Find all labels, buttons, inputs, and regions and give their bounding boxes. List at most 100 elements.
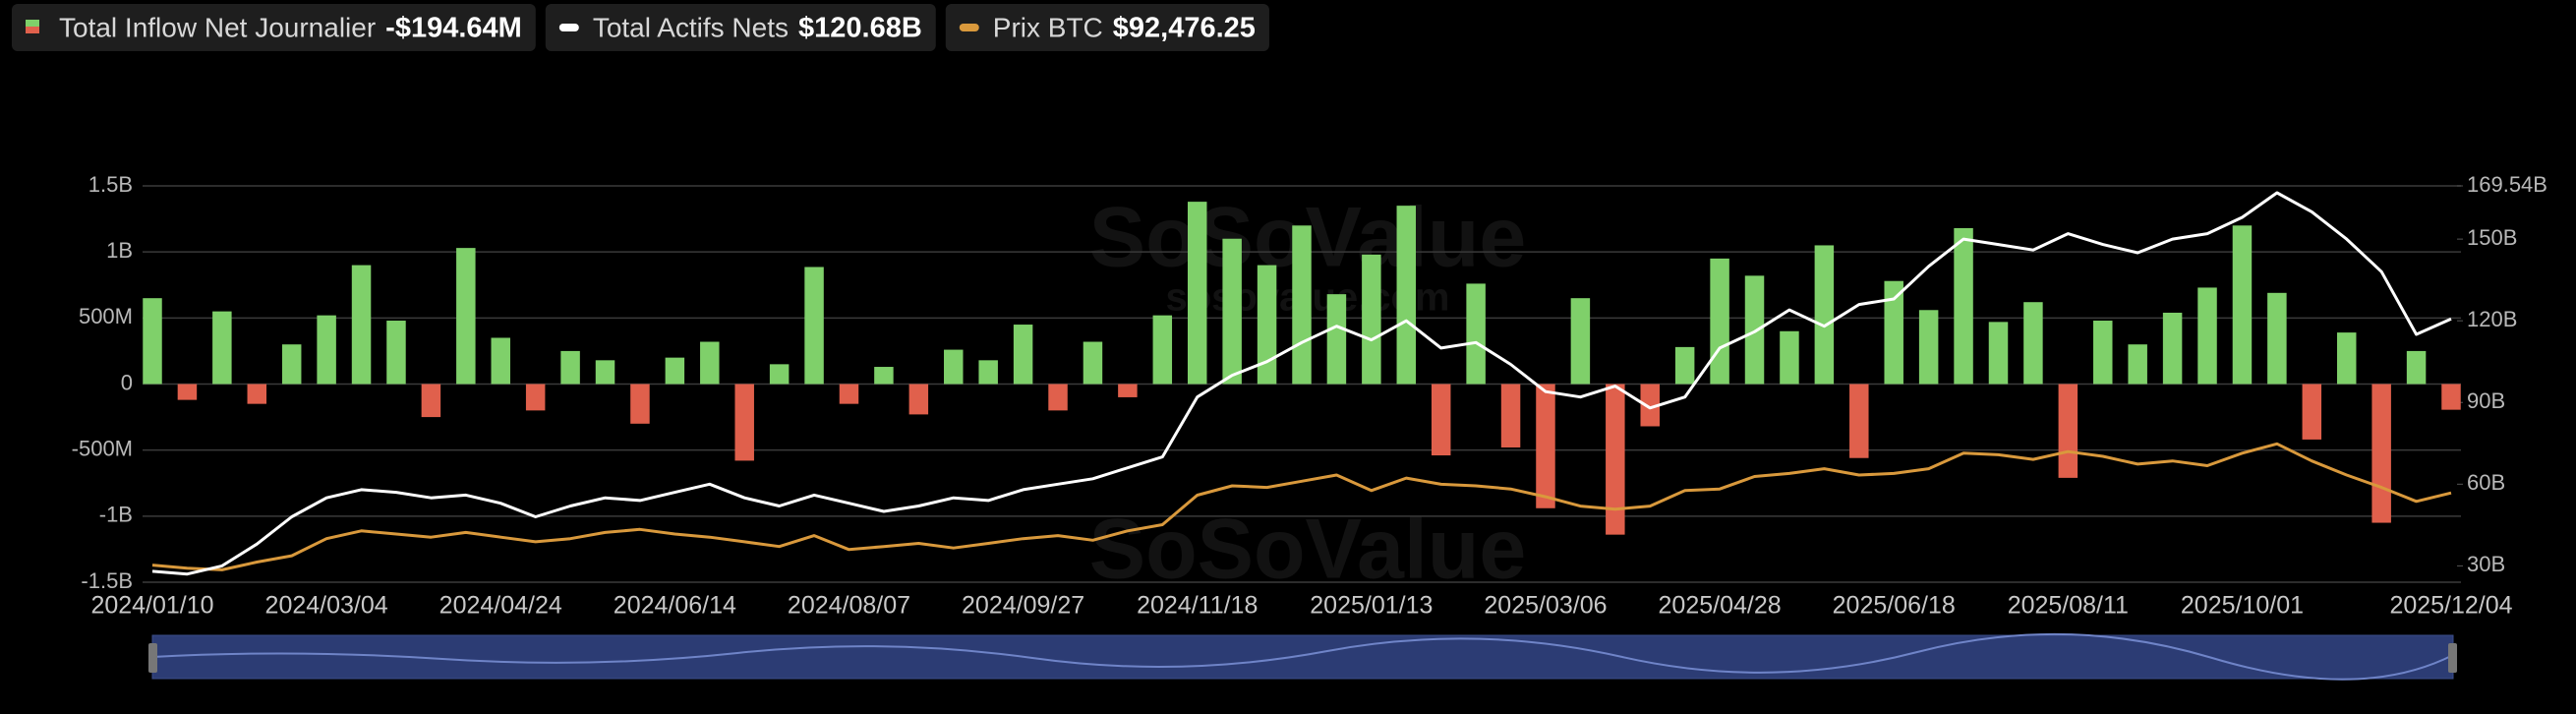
y-tick-label: 0 [121,370,133,394]
legend-item: Total Actifs Nets $120.68B [545,4,936,51]
bar [874,367,894,385]
bar [1431,384,1451,456]
bar [2128,344,2147,385]
y-tick-label: -1.5B [81,568,133,593]
navigator-window[interactable] [151,634,2454,680]
legend: Total Inflow Net Journalier -$194.64M Tota… [12,4,1269,51]
bar [1187,202,1207,385]
bar [908,384,929,415]
y-tick-label: 500M [79,304,133,328]
bar [421,384,441,418]
bar [2371,384,2391,523]
bar [734,384,754,461]
line [151,191,2452,576]
bar [1606,384,1625,535]
bar [1884,280,1903,385]
bar [1396,206,1417,385]
y-tick-label: -1B [99,503,133,527]
x-tick-label: 2024/09/27 [962,592,1084,620]
bar [1118,384,1138,397]
x-tick-label: 2025/10/01 [2181,592,2304,620]
bar [351,265,372,385]
legend-swatch [558,24,579,31]
x-tick-label: 2025/03/06 [1484,592,1607,620]
bar [2267,292,2287,385]
legend-label: Total Actifs Nets [593,12,789,42]
bar [247,384,267,404]
bar [665,357,685,385]
bar [456,248,476,385]
x-tick-label: 2025/01/13 [1310,592,1433,620]
bar [1744,275,1765,385]
bar [2197,287,2217,385]
legend-box [945,4,1269,51]
bar [1362,254,1381,385]
y-tick-label: -500M [72,436,133,460]
bar [1640,384,1660,427]
bar [2302,384,2322,440]
x-tick-label: 2024/04/24 [439,592,562,620]
legend-swatch [26,27,39,33]
x-tick-label: 2025/06/18 [1833,592,1956,620]
bar [1257,265,1277,385]
bar [595,360,615,385]
navigator-line [151,632,2454,681]
bar [1466,283,1486,385]
watermark: SoSoValue [1089,503,1527,597]
navigator-handle[interactable] [148,643,157,673]
bar [1780,330,1799,385]
legend-item: Prix BTC $92,476.25 [945,4,1269,51]
bar [1570,298,1591,385]
bar [2441,384,2461,410]
bar [1500,384,1521,447]
bar [1083,341,1103,385]
bar [1710,258,1729,385]
legend-box [545,4,936,51]
bar [2232,225,2253,385]
bar [2058,384,2078,478]
legend-value: $120.68B [798,13,922,44]
bar [1152,315,1173,385]
bar [839,384,859,404]
bar [1674,346,1695,385]
bar [177,384,198,400]
bar [804,267,824,385]
y2-tick-label: 120B [2467,307,2517,331]
navigator[interactable] [148,632,2457,681]
x-tick-label: 2024/11/18 [1137,592,1258,620]
x-tick-label: 2024/06/14 [614,592,736,620]
bar [2023,302,2043,385]
legend-box [12,4,536,51]
bar [143,298,162,385]
x-tick-label: 2024/08/07 [788,592,910,620]
bar [2336,332,2357,385]
legend-swatch [26,20,39,27]
bar [491,337,510,385]
bar [769,364,790,385]
bar [978,360,998,385]
y2-tick-label: 60B [2467,470,2505,495]
legend-label: Prix BTC [993,12,1103,42]
bar [386,321,406,385]
x-tick-label: 2025/12/04 [2389,592,2512,620]
bar [630,384,650,424]
navigator-handle[interactable] [2448,643,2457,673]
y2-tick-label: 169.54B [2467,172,2547,197]
y2-tick-label: 150B [2467,225,2517,250]
bar [1849,384,1869,458]
bar [1222,238,1242,385]
bar [1536,384,1555,508]
bar [700,341,720,385]
legend-label: Total Inflow Net Journalier [59,12,376,42]
bar [1013,325,1033,385]
bar [1814,245,1835,385]
y2-tick-label: 90B [2467,388,2505,413]
y-tick-label: 1.5B [88,172,133,197]
bar [1954,227,1973,385]
bar [2406,350,2427,385]
bar [1292,225,1312,385]
bar [1048,384,1068,411]
bar [2162,312,2183,385]
y-tick-label: 1B [106,238,133,263]
bar [525,384,546,411]
